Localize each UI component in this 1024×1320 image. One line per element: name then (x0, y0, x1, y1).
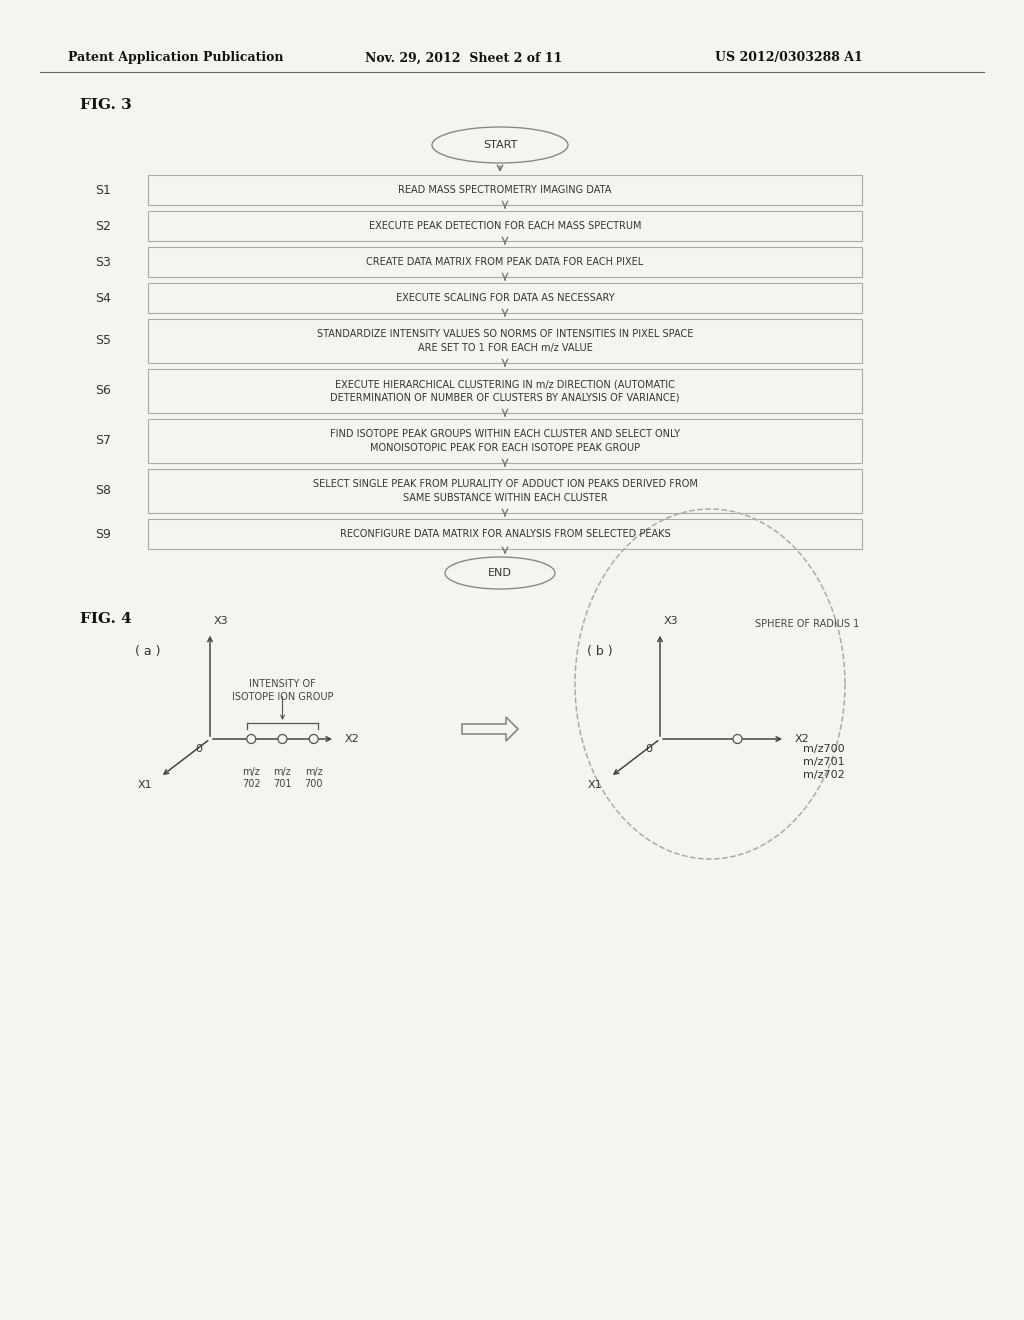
Text: X2: X2 (345, 734, 359, 744)
Ellipse shape (445, 557, 555, 589)
Text: X3: X3 (664, 615, 679, 626)
Text: START: START (482, 140, 517, 150)
Text: S6: S6 (95, 384, 111, 397)
Bar (148, 469, 862, 513)
Text: FIG. 3: FIG. 3 (80, 98, 132, 112)
Text: X2: X2 (795, 734, 810, 744)
Bar (148, 247, 862, 277)
Text: X1: X1 (138, 780, 153, 789)
Bar (148, 519, 862, 549)
Text: X1: X1 (588, 780, 602, 789)
Text: S2: S2 (95, 219, 111, 232)
Text: INTENSITY OF
ISOTOPE ION GROUP: INTENSITY OF ISOTOPE ION GROUP (231, 678, 333, 702)
Polygon shape (462, 717, 518, 741)
Text: EXECUTE PEAK DETECTION FOR EACH MASS SPECTRUM: EXECUTE PEAK DETECTION FOR EACH MASS SPE… (369, 220, 641, 231)
Circle shape (309, 734, 318, 743)
Text: X3: X3 (214, 615, 228, 626)
Text: S7: S7 (95, 434, 111, 447)
Text: 0: 0 (195, 744, 202, 754)
Text: STANDARDIZE INTENSITY VALUES SO NORMS OF INTENSITIES IN PIXEL SPACE
ARE SET TO 1: STANDARDIZE INTENSITY VALUES SO NORMS OF… (316, 330, 693, 352)
Bar (148, 176, 862, 205)
Text: m/z700: m/z700 (803, 744, 845, 754)
Circle shape (247, 734, 256, 743)
Text: m/z702: m/z702 (803, 770, 845, 780)
Text: m/z
702: m/z 702 (242, 767, 260, 789)
Text: READ MASS SPECTROMETRY IMAGING DATA: READ MASS SPECTROMETRY IMAGING DATA (398, 185, 611, 195)
Text: ( a ): ( a ) (135, 644, 161, 657)
Text: ( b ): ( b ) (587, 644, 612, 657)
Bar (148, 418, 862, 463)
Text: EXECUTE SCALING FOR DATA AS NECESSARY: EXECUTE SCALING FOR DATA AS NECESSARY (395, 293, 614, 304)
Text: CREATE DATA MATRIX FROM PEAK DATA FOR EACH PIXEL: CREATE DATA MATRIX FROM PEAK DATA FOR EA… (367, 257, 644, 267)
Text: FIND ISOTOPE PEAK GROUPS WITHIN EACH CLUSTER AND SELECT ONLY
MONOISOTOPIC PEAK F: FIND ISOTOPE PEAK GROUPS WITHIN EACH CLU… (330, 429, 680, 453)
Bar (148, 319, 862, 363)
Text: RECONFIGURE DATA MATRIX FOR ANALYSIS FROM SELECTED PEAKS: RECONFIGURE DATA MATRIX FOR ANALYSIS FRO… (340, 529, 671, 539)
Circle shape (733, 734, 742, 743)
Text: SELECT SINGLE PEAK FROM PLURALITY OF ADDUCT ION PEAKS DERIVED FROM
SAME SUBSTANC: SELECT SINGLE PEAK FROM PLURALITY OF ADD… (312, 479, 697, 503)
Text: m/z
701: m/z 701 (273, 767, 292, 789)
Text: US 2012/0303288 A1: US 2012/0303288 A1 (715, 51, 863, 65)
Text: Patent Application Publication: Patent Application Publication (68, 51, 284, 65)
Text: Nov. 29, 2012  Sheet 2 of 11: Nov. 29, 2012 Sheet 2 of 11 (365, 51, 562, 65)
Text: S9: S9 (95, 528, 111, 540)
Ellipse shape (432, 127, 568, 162)
Text: END: END (488, 568, 512, 578)
Bar (148, 282, 862, 313)
Text: S5: S5 (95, 334, 111, 347)
Text: S4: S4 (95, 292, 111, 305)
Text: EXECUTE HIERARCHICAL CLUSTERING IN m/z DIRECTION (AUTOMATIC
DETERMINATION OF NUM: EXECUTE HIERARCHICAL CLUSTERING IN m/z D… (331, 379, 680, 403)
Circle shape (278, 734, 287, 743)
Text: S3: S3 (95, 256, 111, 268)
Text: SPHERE OF RADIUS 1: SPHERE OF RADIUS 1 (755, 619, 859, 630)
Bar (148, 211, 862, 242)
Text: S8: S8 (95, 484, 111, 498)
Text: FIG. 4: FIG. 4 (80, 612, 132, 626)
Text: 0: 0 (645, 744, 652, 754)
Bar (148, 370, 862, 413)
Text: m/z701: m/z701 (803, 756, 845, 767)
Text: S1: S1 (95, 183, 111, 197)
Text: m/z
700: m/z 700 (304, 767, 323, 789)
